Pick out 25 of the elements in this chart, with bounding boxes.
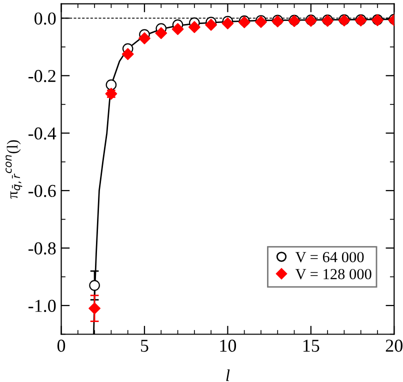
point [188, 21, 200, 34]
legend-label: V = 128 000 [295, 268, 372, 280]
point [88, 302, 100, 314]
x-tick-label: 15 [303, 340, 320, 352]
y-axis-title: π$_{q̄,r̄}$$^{con}$(l) [6, 140, 22, 198]
point [122, 48, 134, 60]
point [89, 280, 100, 291]
legend-label: V = 64 000 [295, 252, 364, 262]
y-tick-label: -0.2 [28, 70, 56, 82]
x-tick-label: 10 [220, 340, 236, 352]
point [138, 32, 150, 44]
x-tick-label: 20 [386, 340, 402, 352]
y-tick-label: -0.6 [28, 184, 56, 198]
point [172, 23, 184, 36]
x-axis-title: l [226, 369, 230, 381]
y-tick-label: -0.4 [28, 127, 56, 140]
y-tick-label: 0.0 [34, 12, 56, 25]
point [222, 17, 234, 30]
y-tick-label: -0.8 [28, 242, 56, 255]
point [205, 18, 218, 31]
point [155, 27, 168, 40]
y-tick-label: -1.0 [28, 300, 56, 312]
x-tick-label: 5 [141, 340, 148, 352]
x-tick-label: 0 [57, 340, 66, 352]
point [106, 79, 117, 90]
